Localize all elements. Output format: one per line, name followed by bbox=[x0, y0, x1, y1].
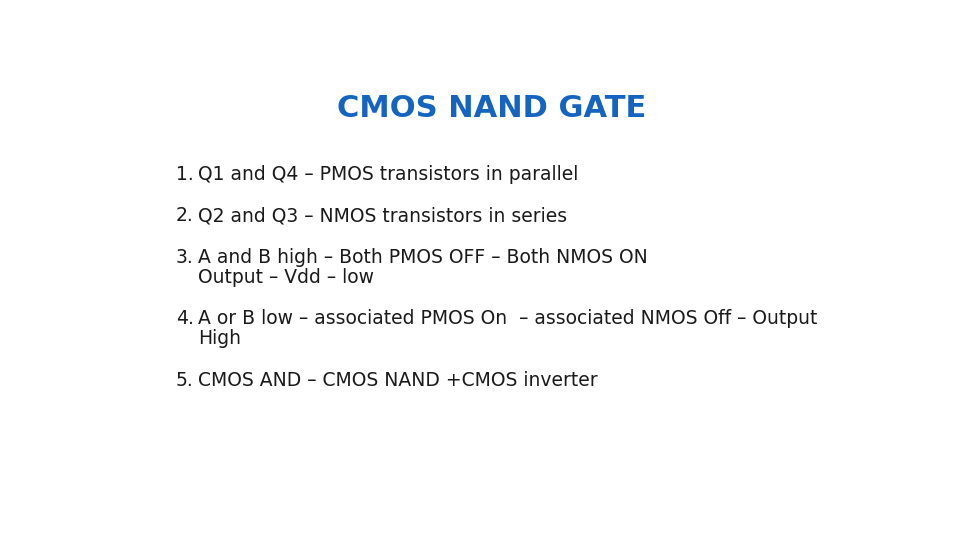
Text: A or B low – associated PMOS On  – associated NMOS Off – Output: A or B low – associated PMOS On – associ… bbox=[198, 309, 818, 328]
Text: 3.: 3. bbox=[176, 248, 194, 267]
Text: CMOS AND – CMOS NAND +CMOS inverter: CMOS AND – CMOS NAND +CMOS inverter bbox=[198, 371, 598, 390]
Text: 1.: 1. bbox=[176, 165, 194, 184]
Text: 2.: 2. bbox=[176, 206, 194, 225]
Text: A and B high – Both PMOS OFF – Both NMOS ON: A and B high – Both PMOS OFF – Both NMOS… bbox=[198, 248, 648, 267]
Text: Q1 and Q4 – PMOS transistors in parallel: Q1 and Q4 – PMOS transistors in parallel bbox=[198, 165, 579, 184]
Text: High: High bbox=[198, 329, 241, 348]
Text: Output – Vdd – low: Output – Vdd – low bbox=[198, 268, 374, 287]
Text: 5.: 5. bbox=[176, 371, 194, 390]
Text: CMOS NAND GATE: CMOS NAND GATE bbox=[337, 94, 647, 123]
Text: 4.: 4. bbox=[176, 309, 194, 328]
Text: Q2 and Q3 – NMOS transistors in series: Q2 and Q3 – NMOS transistors in series bbox=[198, 206, 567, 225]
